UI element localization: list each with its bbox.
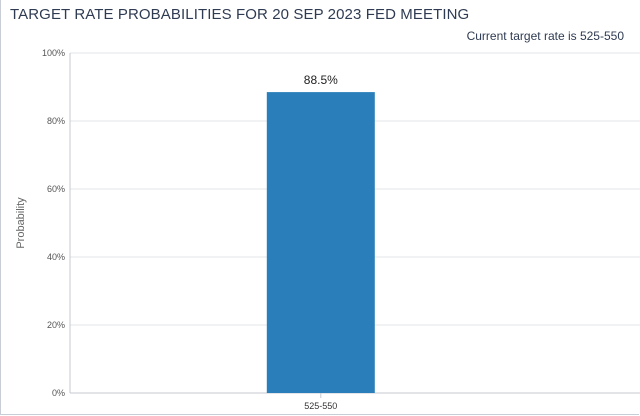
- y-tick-label: 80%: [47, 116, 65, 126]
- y-tick-label: 0%: [52, 388, 65, 398]
- chart-subtitle: Current target rate is 525-550: [466, 29, 624, 43]
- y-tick-label: 40%: [47, 252, 65, 262]
- data-label: 88.5%: [304, 73, 338, 87]
- y-tick-label: 20%: [47, 320, 65, 330]
- y-axis-label: Probability: [15, 197, 27, 249]
- y-tick-labels: 0% 20% 40% 60% 80% 100%: [42, 48, 65, 398]
- data-labels: 88.5%: [304, 73, 338, 87]
- y-tick-label: 60%: [47, 184, 65, 194]
- x-tick-label: 525-550: [304, 401, 337, 411]
- y-tick-label: 100%: [42, 48, 65, 58]
- bars: [266, 92, 375, 393]
- chart-title: TARGET RATE PROBABILITIES FOR 20 SEP 202…: [10, 6, 470, 23]
- x-tick-labels: 525-550: [304, 401, 337, 411]
- bar-525-550: [266, 92, 375, 393]
